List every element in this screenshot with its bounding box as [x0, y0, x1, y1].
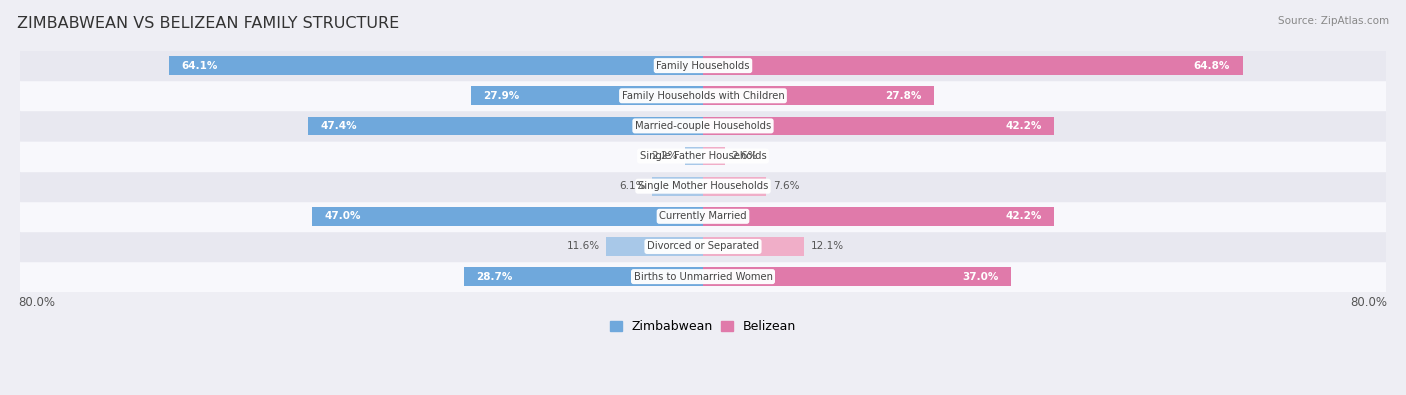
Text: 42.2%: 42.2% — [1005, 211, 1042, 221]
Text: 28.7%: 28.7% — [477, 272, 513, 282]
Text: Births to Unmarried Women: Births to Unmarried Women — [634, 272, 772, 282]
Bar — [703, 117, 1054, 135]
Bar — [703, 177, 766, 196]
Bar — [652, 177, 703, 196]
Text: 2.2%: 2.2% — [651, 151, 678, 161]
Bar — [471, 87, 703, 105]
Text: 64.8%: 64.8% — [1194, 60, 1230, 71]
Bar — [20, 202, 1386, 231]
Bar — [703, 87, 935, 105]
Text: 11.6%: 11.6% — [567, 241, 600, 252]
Bar — [685, 147, 703, 166]
Text: 12.1%: 12.1% — [810, 241, 844, 252]
Bar — [20, 111, 1386, 140]
Text: 64.1%: 64.1% — [181, 60, 218, 71]
Text: Source: ZipAtlas.com: Source: ZipAtlas.com — [1278, 16, 1389, 26]
Bar — [308, 117, 703, 135]
Text: Single Father Households: Single Father Households — [640, 151, 766, 161]
Bar — [464, 267, 703, 286]
Text: 27.8%: 27.8% — [886, 91, 922, 101]
Bar — [20, 141, 1386, 171]
Bar — [20, 51, 1386, 80]
Text: 7.6%: 7.6% — [773, 181, 800, 191]
Bar — [703, 237, 804, 256]
Text: Family Households with Children: Family Households with Children — [621, 91, 785, 101]
Bar — [169, 56, 703, 75]
Text: Currently Married: Currently Married — [659, 211, 747, 221]
Text: Married-couple Households: Married-couple Households — [636, 121, 770, 131]
Bar — [20, 81, 1386, 110]
Bar — [20, 232, 1386, 261]
Text: 47.4%: 47.4% — [321, 121, 357, 131]
Bar — [312, 207, 703, 226]
Text: 2.6%: 2.6% — [731, 151, 758, 161]
Bar — [703, 56, 1243, 75]
Bar — [606, 237, 703, 256]
Bar — [703, 147, 724, 166]
Text: 42.2%: 42.2% — [1005, 121, 1042, 131]
Bar — [20, 262, 1386, 291]
Text: 47.0%: 47.0% — [325, 211, 360, 221]
Text: 37.0%: 37.0% — [962, 272, 998, 282]
Bar — [703, 207, 1054, 226]
Text: Divorced or Separated: Divorced or Separated — [647, 241, 759, 252]
Text: Family Households: Family Households — [657, 60, 749, 71]
Text: 6.1%: 6.1% — [619, 181, 645, 191]
Text: 27.9%: 27.9% — [484, 91, 519, 101]
Bar — [703, 267, 1011, 286]
Text: Single Mother Households: Single Mother Households — [638, 181, 768, 191]
Legend: Zimbabwean, Belizean: Zimbabwean, Belizean — [605, 316, 801, 339]
Bar — [20, 172, 1386, 201]
Text: ZIMBABWEAN VS BELIZEAN FAMILY STRUCTURE: ZIMBABWEAN VS BELIZEAN FAMILY STRUCTURE — [17, 16, 399, 31]
